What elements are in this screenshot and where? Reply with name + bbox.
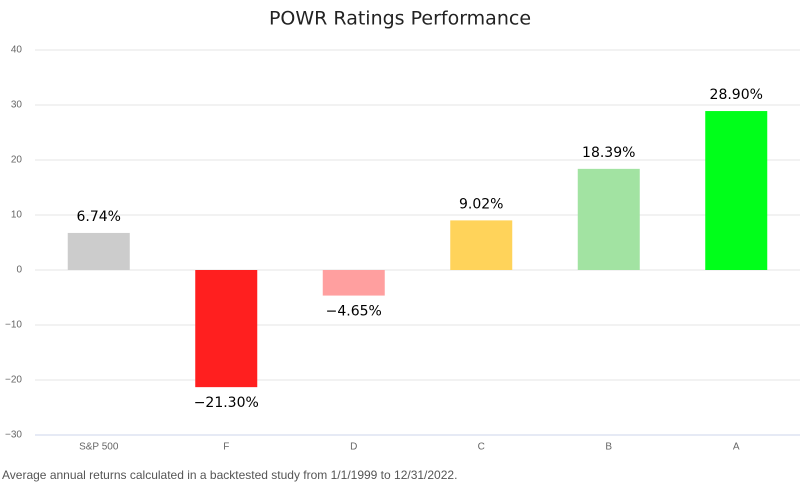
data-label: −4.65% — [326, 304, 382, 320]
y-tick-label: 20 — [11, 155, 23, 166]
bar — [195, 270, 258, 388]
bar — [705, 111, 768, 270]
y-tick-label: 10 — [11, 210, 23, 221]
data-label: −21.30% — [194, 395, 259, 411]
bar — [577, 168, 640, 270]
bar — [322, 270, 385, 296]
x-tick-label: D — [350, 442, 357, 453]
y-tick-label: 0 — [16, 265, 22, 276]
footnote: Average annual returns calculated in a b… — [2, 468, 457, 482]
x-tick-label: C — [478, 442, 485, 453]
y-tick-label: −10 — [5, 320, 22, 331]
data-label: 6.74% — [77, 209, 121, 225]
data-label: 18.39% — [582, 145, 635, 161]
bar — [450, 220, 513, 270]
data-label: 28.90% — [710, 87, 763, 103]
data-label: 9.02% — [459, 196, 503, 212]
y-tick-label: −20 — [5, 375, 22, 386]
x-tick-label: F — [223, 442, 229, 453]
y-tick-label: 40 — [11, 45, 23, 56]
x-tick-label: B — [605, 442, 612, 453]
x-tick-label: A — [733, 442, 740, 453]
y-tick-label: 30 — [11, 100, 23, 111]
bar — [67, 232, 130, 270]
chart-title: POWR Ratings Performance — [269, 8, 531, 30]
x-tick-label: S&P 500 — [79, 442, 119, 453]
y-tick-label: −30 — [5, 430, 22, 441]
